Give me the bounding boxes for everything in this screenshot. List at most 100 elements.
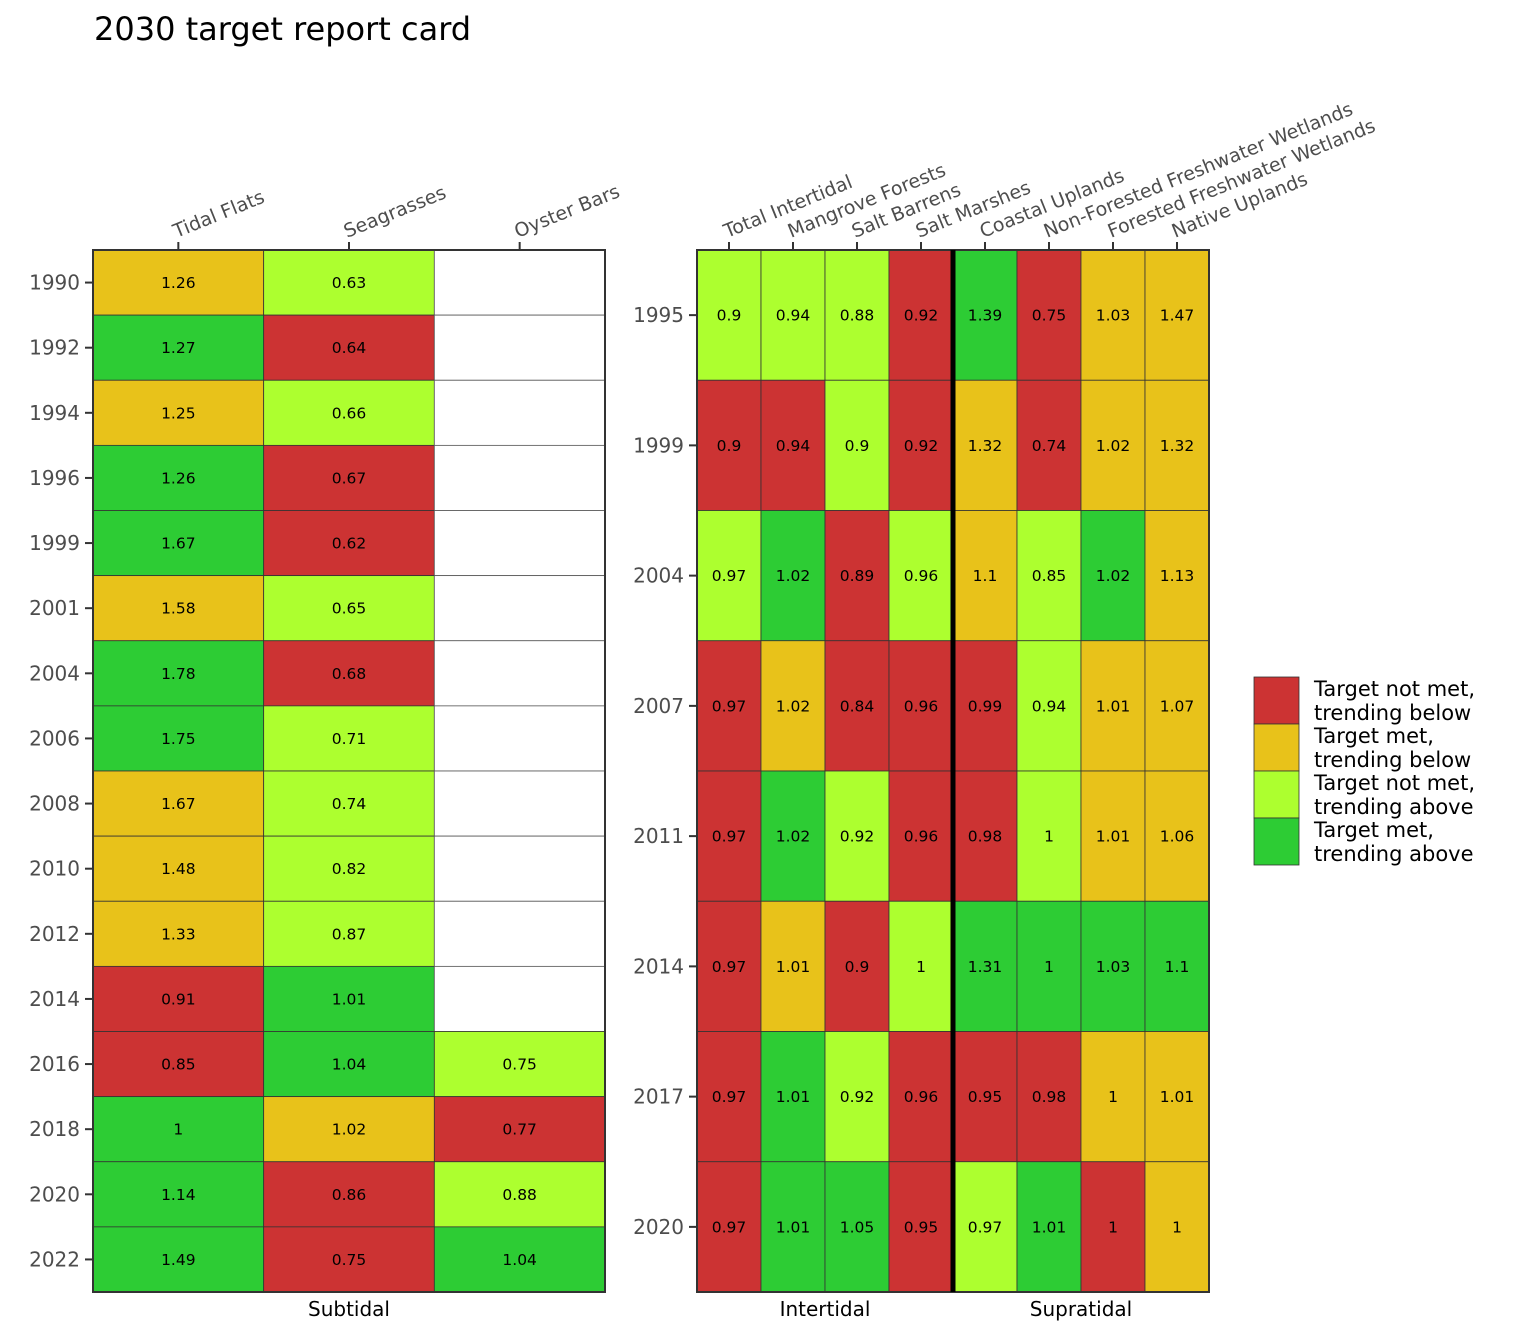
cell-value-label: 1.1 bbox=[1165, 958, 1190, 976]
cell-value-label: 0.97 bbox=[712, 828, 747, 846]
cell-value-label: 1.02 bbox=[1096, 437, 1131, 455]
cell-value-label: 1.04 bbox=[332, 1056, 367, 1074]
cell-value-label: 0.95 bbox=[968, 1088, 1003, 1106]
heatmap-cell bbox=[888, 770, 954, 902]
cell-value-label: 1.01 bbox=[1096, 697, 1131, 715]
cell-value-label: 1.04 bbox=[502, 1251, 537, 1269]
cell-value-label: 1.02 bbox=[1096, 567, 1131, 585]
heatmap-cell bbox=[952, 770, 1018, 902]
heatmap-cell bbox=[952, 640, 1018, 772]
heatmap-cell bbox=[433, 314, 606, 381]
column-label-seagrasses: Seagrasses bbox=[341, 182, 450, 243]
cell-value-label: 1.48 bbox=[161, 860, 196, 878]
heatmap-cell bbox=[1016, 640, 1082, 772]
row-label-2016: 2016 bbox=[29, 1052, 80, 1076]
heatmap-cell bbox=[952, 900, 1018, 1032]
cell-value-label: 1.01 bbox=[776, 1088, 811, 1106]
legend-item: Target not met,trending above bbox=[1253, 770, 1475, 819]
heatmap-cell bbox=[1144, 1031, 1210, 1163]
row-label-1999: 1999 bbox=[29, 531, 80, 555]
cell-value-label: 0.91 bbox=[161, 990, 196, 1008]
cell-value-label: 1.25 bbox=[161, 404, 196, 422]
cell-value-label: 0.9 bbox=[845, 958, 870, 976]
heatmap-cell bbox=[263, 705, 435, 772]
heatmap-cell bbox=[824, 640, 890, 772]
row-label-2020: 2020 bbox=[633, 1215, 684, 1239]
heatmap-cell bbox=[1144, 770, 1210, 902]
cell-value-label: 1.03 bbox=[1096, 307, 1131, 325]
heatmap-cell bbox=[92, 1031, 265, 1098]
cell-value-label: 0.77 bbox=[502, 1121, 537, 1139]
heatmap-cell bbox=[92, 314, 265, 381]
heatmap-cell bbox=[433, 835, 606, 902]
cell-value-label: 0.67 bbox=[332, 469, 367, 487]
row-label-2010: 2010 bbox=[29, 857, 80, 881]
cell-value-label: 1.31 bbox=[968, 958, 1003, 976]
heatmap-cell bbox=[952, 1031, 1018, 1163]
row-label-2022: 2022 bbox=[29, 1247, 80, 1271]
cell-value-label: 1.75 bbox=[161, 730, 196, 748]
legend-label: trending above bbox=[1314, 842, 1474, 866]
row-label-2004: 2004 bbox=[633, 564, 684, 588]
cell-value-label: 1.39 bbox=[968, 307, 1003, 325]
heatmap-cell bbox=[92, 900, 265, 967]
heatmap-cell bbox=[433, 1031, 606, 1098]
cell-value-label: 0.88 bbox=[502, 1186, 537, 1204]
heatmap-cell bbox=[92, 640, 265, 707]
cell-value-label: 0.92 bbox=[840, 828, 875, 846]
heatmap-cell bbox=[433, 379, 606, 446]
heatmap-cell bbox=[433, 770, 606, 837]
heatmap-cell bbox=[263, 640, 435, 707]
cell-value-label: 1 bbox=[1108, 1088, 1118, 1106]
cell-value-label: 1.78 bbox=[161, 665, 196, 683]
cell-value-label: 0.92 bbox=[904, 307, 939, 325]
heatmap-cell bbox=[433, 640, 606, 707]
heatmap-cell bbox=[824, 379, 890, 511]
cell-value-label: 1.47 bbox=[1160, 307, 1195, 325]
row-label-2012: 2012 bbox=[29, 922, 80, 946]
cell-value-label: 1.26 bbox=[161, 274, 196, 292]
cell-value-label: 0.63 bbox=[332, 274, 367, 292]
legend-item: Target met,trending below bbox=[1253, 723, 1471, 772]
cell-value-label: 0.96 bbox=[904, 697, 939, 715]
heatmap-cell bbox=[433, 965, 606, 1032]
heatmap-cell bbox=[92, 1096, 265, 1163]
heatmap-cell bbox=[1016, 900, 1082, 1032]
heatmap-cell bbox=[952, 1161, 1018, 1293]
cell-value-label: 0.86 bbox=[332, 1186, 367, 1204]
cell-value-label: 0.9 bbox=[717, 437, 742, 455]
row-label-2017: 2017 bbox=[633, 1085, 684, 1109]
row-label-1992: 1992 bbox=[29, 336, 80, 360]
legend-swatch bbox=[1253, 817, 1300, 866]
cell-value-label: 0.84 bbox=[840, 697, 875, 715]
heatmap-cell bbox=[888, 1161, 954, 1293]
heatmap-cell bbox=[696, 1161, 762, 1293]
legend-swatch bbox=[1253, 723, 1300, 772]
legend-item: Target not met,trending below bbox=[1253, 676, 1475, 725]
heatmap-cell bbox=[433, 249, 606, 316]
heatmap-cell bbox=[433, 1226, 606, 1293]
row-label-2008: 2008 bbox=[29, 792, 80, 816]
cell-value-label: 0.9 bbox=[845, 437, 870, 455]
cell-value-label: 0.95 bbox=[904, 1218, 939, 1236]
heatmap-cell bbox=[888, 900, 954, 1032]
heatmap-cell bbox=[263, 1226, 435, 1293]
cell-value-label: 1.32 bbox=[968, 437, 1003, 455]
cell-value-label: 0.97 bbox=[712, 1218, 747, 1236]
cell-value-label: 1.06 bbox=[1160, 828, 1195, 846]
cell-value-label: 1.02 bbox=[776, 567, 811, 585]
cell-value-label: 1.33 bbox=[161, 925, 196, 943]
cell-value-label: 0.94 bbox=[776, 307, 811, 325]
heatmap-cell bbox=[1016, 249, 1082, 381]
heatmap-cell bbox=[1080, 770, 1146, 902]
cell-value-label: 0.66 bbox=[332, 404, 367, 422]
heatmap-cell bbox=[1016, 510, 1082, 642]
legend-label: trending below bbox=[1314, 748, 1471, 772]
heatmap-cell bbox=[433, 900, 606, 967]
column-label-oyster-bars: Oyster Bars bbox=[511, 180, 623, 242]
heatmap-cell bbox=[92, 1161, 265, 1228]
cell-value-label: 0.62 bbox=[332, 535, 367, 553]
cell-value-label: 1.01 bbox=[1096, 828, 1131, 846]
cell-value-label: 0.92 bbox=[904, 437, 939, 455]
